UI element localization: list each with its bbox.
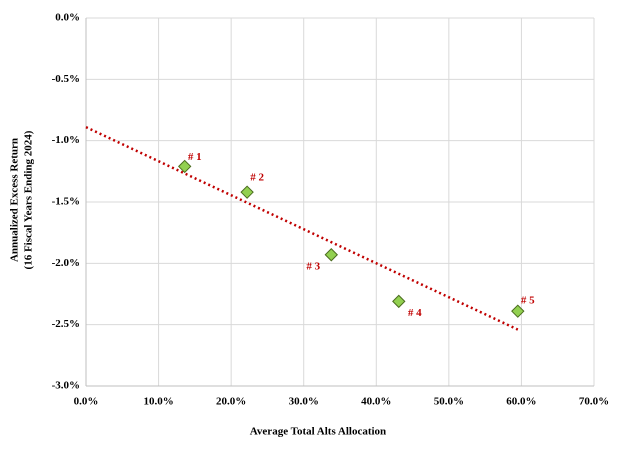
marker bbox=[324, 248, 338, 262]
y-tick-label: -0.5% bbox=[52, 73, 80, 85]
y-tick-label: -1.0% bbox=[52, 134, 80, 146]
marker bbox=[392, 294, 406, 309]
y-tick-label: -2.5% bbox=[52, 318, 80, 330]
x-axis-title: Average Total Alts Allocation bbox=[250, 426, 386, 438]
y-tick-label: 0.0% bbox=[55, 12, 80, 24]
y-axis-title: Annualized Excess Return bbox=[9, 138, 21, 262]
point-label: # 5 bbox=[521, 295, 535, 307]
y-axis-title: (16 Fiscal Years Ending 2024) bbox=[23, 130, 35, 269]
point-label: # 2 bbox=[250, 172, 264, 184]
marker bbox=[177, 159, 192, 174]
y-tick-label: -1.5% bbox=[52, 196, 80, 208]
x-tick-label: 40.0% bbox=[361, 396, 391, 408]
x-tick-label: 50.0% bbox=[434, 396, 464, 408]
marker bbox=[511, 304, 525, 318]
x-tick-label: 70.0% bbox=[579, 396, 609, 408]
y-tick-label: -2.0% bbox=[52, 257, 80, 269]
point-label: # 3 bbox=[306, 260, 320, 272]
x-tick-label: 10.0% bbox=[143, 396, 173, 408]
y-tick-label: -3.0% bbox=[52, 380, 80, 392]
x-tick-label: 30.0% bbox=[289, 396, 319, 408]
x-tick-label: 20.0% bbox=[216, 396, 246, 408]
point-label: # 4 bbox=[408, 307, 422, 319]
trendline bbox=[85, 126, 519, 331]
marker bbox=[240, 185, 254, 199]
point-label: # 1 bbox=[188, 151, 202, 163]
x-tick-label: 0.0% bbox=[74, 396, 99, 408]
x-tick-label: 60.0% bbox=[506, 396, 536, 408]
